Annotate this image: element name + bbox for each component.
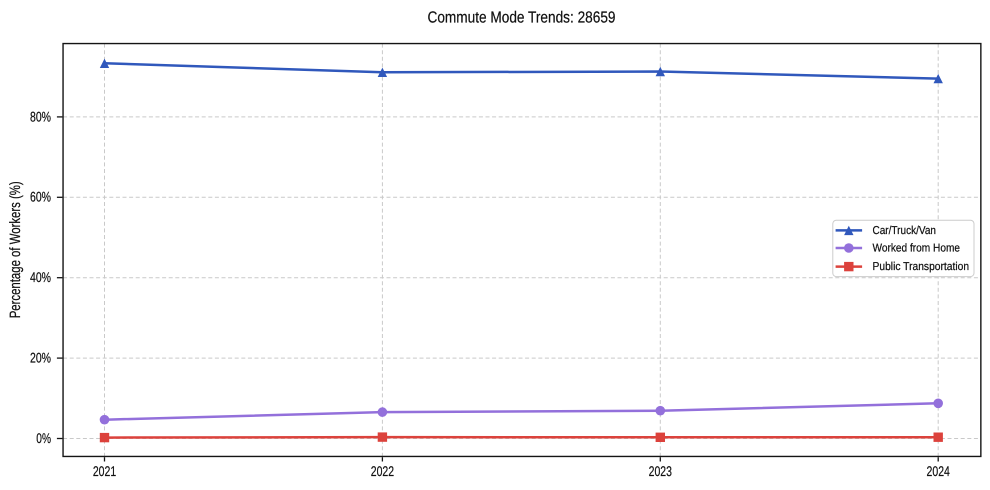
- svg-text:0%: 0%: [36, 430, 51, 446]
- svg-text:Car/Truck/Van: Car/Truck/Van: [873, 225, 937, 237]
- svg-text:2024: 2024: [927, 463, 950, 479]
- svg-text:Public Transportation: Public Transportation: [873, 261, 970, 273]
- svg-text:20%: 20%: [30, 350, 51, 366]
- svg-text:80%: 80%: [30, 108, 51, 124]
- svg-text:Commute Mode Trends: 28659: Commute Mode Trends: 28659: [428, 9, 616, 26]
- svg-text:2021: 2021: [93, 463, 116, 479]
- svg-text:2023: 2023: [649, 463, 672, 479]
- svg-text:Percentage of Workers (%): Percentage of Workers (%): [7, 181, 24, 318]
- svg-text:40%: 40%: [30, 269, 51, 285]
- svg-text:2022: 2022: [371, 463, 394, 479]
- svg-text:60%: 60%: [30, 189, 51, 205]
- svg-text:Worked from Home: Worked from Home: [873, 242, 961, 254]
